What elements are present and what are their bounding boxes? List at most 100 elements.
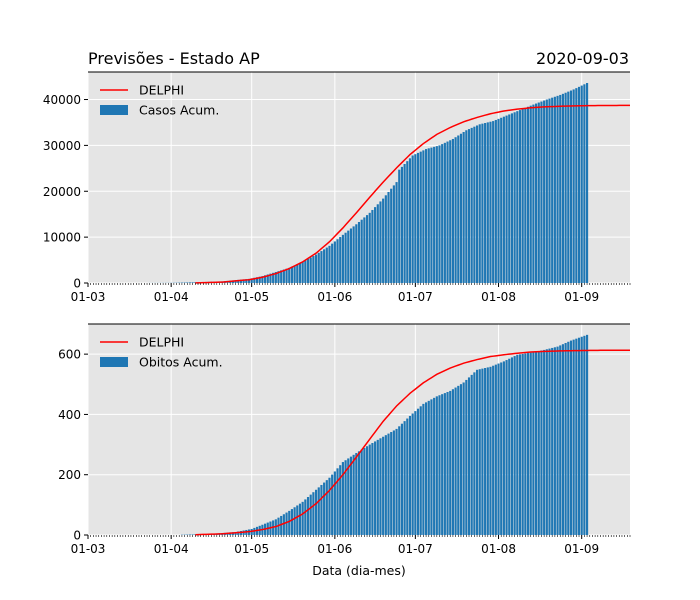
bar [403, 421, 406, 535]
y-tick-label: 30000 [43, 139, 81, 153]
x-tick-label: 01-08 [481, 542, 516, 556]
x-tick-label: 01-04 [154, 290, 189, 304]
bar [556, 346, 559, 535]
bar [422, 150, 425, 283]
bar [583, 335, 586, 535]
bar [390, 188, 393, 283]
bar [355, 453, 358, 535]
x-tick-label: 01-09 [564, 290, 599, 304]
bar [306, 258, 310, 283]
bar [556, 95, 559, 283]
bar [191, 282, 194, 283]
bar [535, 351, 538, 535]
bar [298, 503, 302, 535]
bar [500, 362, 503, 535]
bar [510, 113, 514, 283]
bar [486, 122, 489, 284]
x-tick-label: 01-08 [481, 290, 516, 304]
bar [545, 349, 548, 535]
bar [406, 161, 409, 283]
x-axis-label: Data (dia-mes) [312, 563, 406, 578]
bar [312, 256, 315, 283]
bar [274, 271, 277, 283]
bar [408, 415, 412, 535]
bar [569, 90, 573, 283]
bar [535, 103, 538, 283]
bar [398, 169, 401, 283]
delphi-line [195, 349, 630, 536]
x-tick-label: 01-05 [234, 290, 269, 304]
bar [419, 151, 422, 283]
bar [341, 234, 344, 283]
bar [564, 92, 567, 284]
x-tick-label: 01-03 [71, 290, 106, 304]
bar [379, 438, 382, 535]
x-tick-label: 01-07 [398, 290, 433, 304]
bar [451, 138, 454, 283]
bar [569, 340, 573, 535]
bar [261, 276, 264, 283]
bar [365, 446, 369, 535]
deaths-plot: 01-03 01-04 01-05 01-06 01-07 01-08 01-09 0 200 4… [58, 323, 631, 556]
bar [427, 148, 430, 283]
bar [349, 228, 353, 283]
bar [272, 272, 275, 283]
bar [186, 282, 189, 283]
bar [325, 480, 328, 535]
bar [516, 354, 519, 535]
bar [497, 363, 500, 535]
bar [400, 423, 404, 535]
bar [416, 408, 420, 535]
bar [352, 226, 355, 283]
bar [406, 418, 409, 535]
bar [575, 338, 578, 535]
bar [435, 396, 438, 535]
bar [433, 146, 436, 283]
bar [518, 354, 522, 535]
chart-date: 2020-09-03 [536, 49, 629, 68]
bar [521, 353, 524, 535]
bar [376, 439, 379, 535]
bar [575, 88, 578, 283]
bar [583, 84, 586, 283]
bar [323, 482, 326, 535]
bar [467, 129, 471, 283]
bar [239, 279, 243, 283]
bar [494, 364, 497, 535]
bar [475, 125, 479, 283]
bar [317, 487, 320, 535]
bar [449, 140, 452, 283]
bar [323, 249, 326, 283]
bar [253, 277, 256, 283]
bar [414, 411, 417, 535]
bar [269, 273, 272, 283]
bar [395, 428, 398, 535]
y-tick-label: 0 [73, 529, 81, 543]
delphi-line [195, 104, 631, 284]
chart-title: Previsões - Estado AP [88, 49, 260, 68]
bar [441, 144, 444, 283]
bar [462, 131, 465, 283]
bar [433, 397, 436, 535]
bar [467, 377, 471, 535]
bar [296, 264, 299, 283]
cases-plot: 01-03 01-04 01-05 01-06 01-07 01-08 01-09 0 1000… [43, 71, 631, 304]
bar [288, 510, 291, 535]
bar [470, 374, 473, 535]
bar [280, 515, 283, 535]
bar [314, 489, 318, 535]
bar [473, 126, 476, 284]
bar [285, 512, 288, 535]
bar [250, 278, 253, 283]
bar [341, 462, 344, 535]
bar [475, 369, 479, 535]
bar [465, 379, 468, 535]
legend-swatch-bar [100, 105, 128, 115]
bar [301, 501, 304, 535]
bar [425, 402, 428, 535]
bar [320, 484, 323, 535]
bar [191, 534, 194, 535]
bar [524, 107, 527, 284]
legend-label-delphi: DELPHI [139, 335, 184, 350]
